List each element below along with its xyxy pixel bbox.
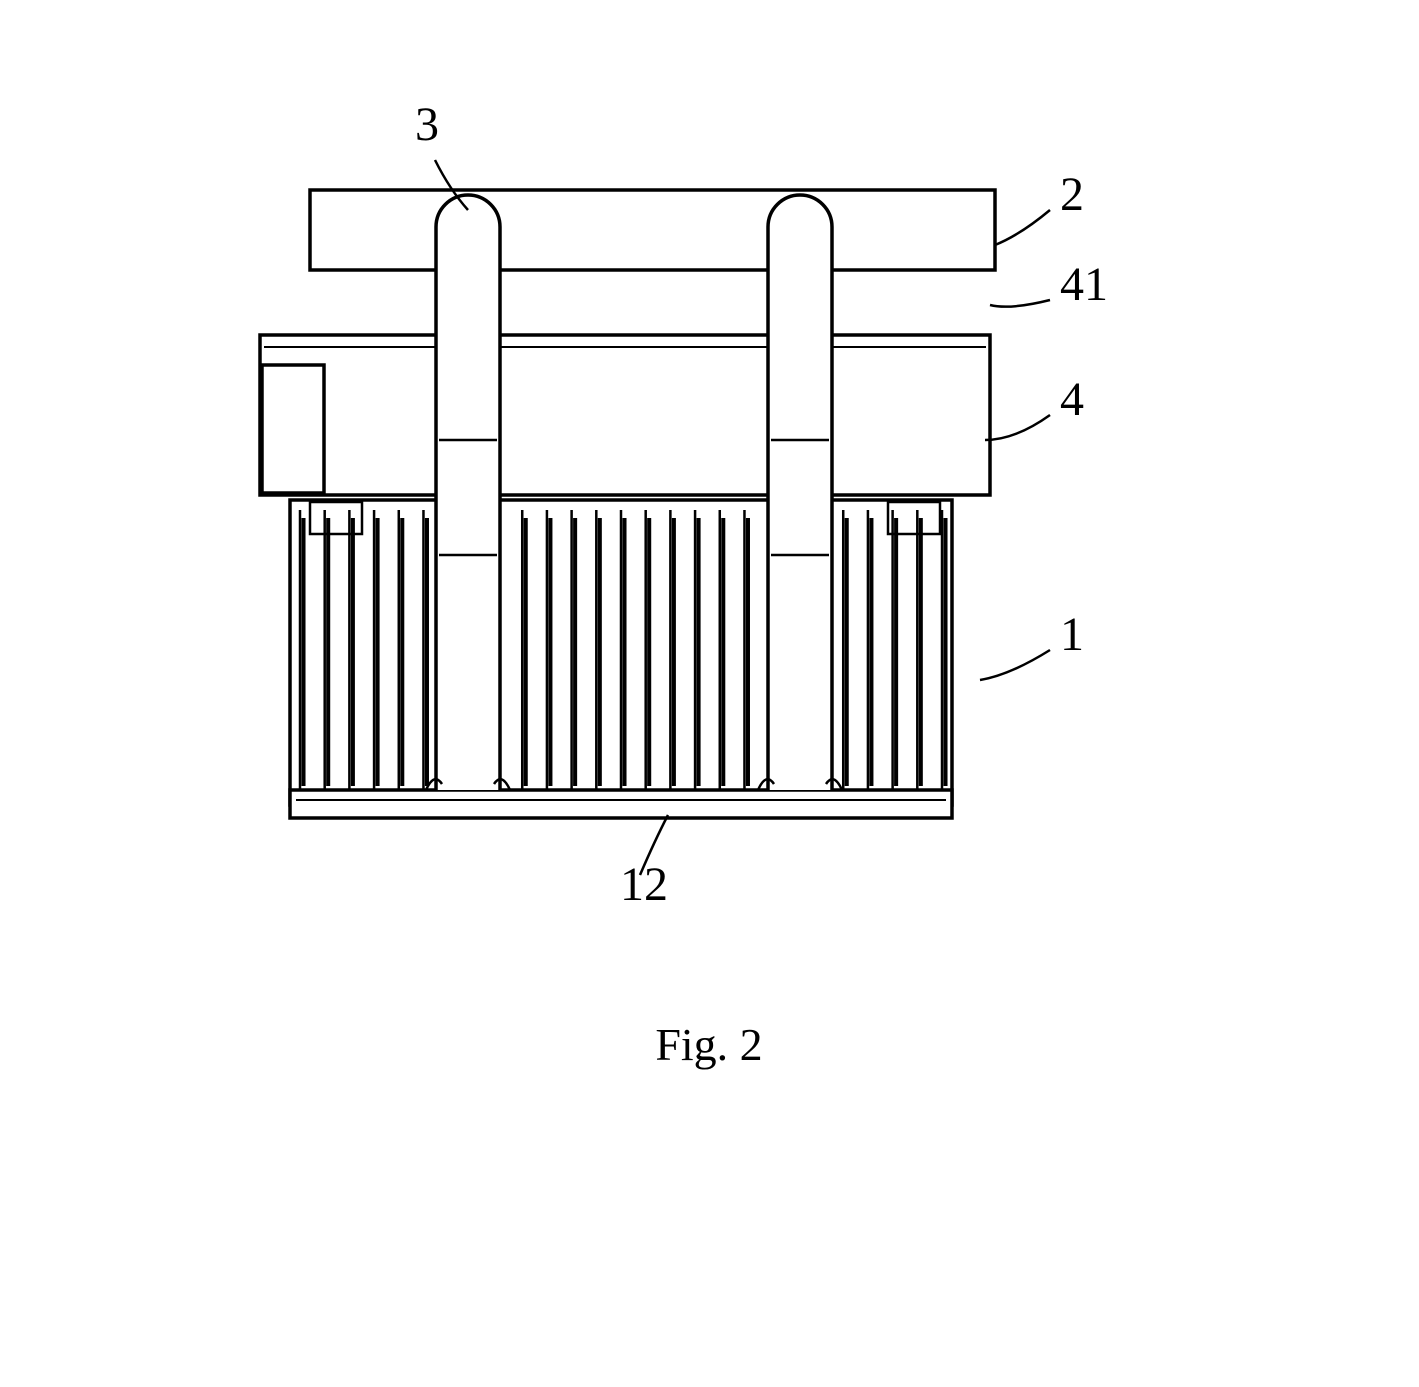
callout-2: 2: [1060, 168, 1084, 221]
top-bar: [310, 190, 995, 270]
figure-svg: 32414112Fig. 2: [0, 0, 1419, 1387]
callout-41: 41: [1060, 258, 1108, 311]
callout-3: 3: [415, 98, 439, 151]
callout-4: 4: [1060, 373, 1084, 426]
callout-12: 12: [620, 858, 668, 911]
pipe-left-fill: [436, 195, 500, 790]
mid-block: [260, 335, 990, 495]
callout-1: 1: [1060, 608, 1084, 661]
mid-block-left-tab: [262, 365, 324, 493]
figure-caption: Fig. 2: [655, 1019, 762, 1070]
pipe-right-fill: [768, 195, 832, 790]
base-plate: [290, 790, 952, 818]
